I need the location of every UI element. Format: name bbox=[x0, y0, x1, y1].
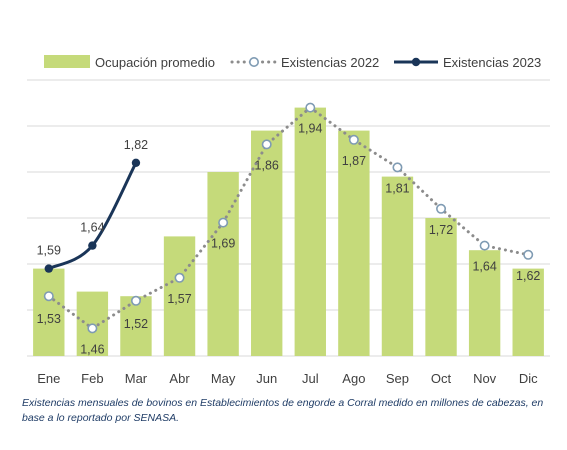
legend-swatch-ocupacion bbox=[44, 55, 90, 68]
point-2022-ago bbox=[348, 134, 359, 145]
label-2023-ene: 1,59 bbox=[37, 244, 61, 258]
data-labels: 1,53 1,46 1,52 1,57 1,69 1,86 1,94 1,87 1,81 1,72… bbox=[37, 122, 541, 357]
point-2022-jul bbox=[305, 102, 316, 113]
bar-abr bbox=[163, 236, 196, 356]
label-2022-oct: 1,72 bbox=[429, 223, 453, 237]
label-2022-jun: 1,86 bbox=[255, 158, 279, 172]
legend-label-2023: Existencias 2023 bbox=[443, 55, 541, 70]
bar-may bbox=[207, 172, 239, 356]
label-2023-feb: 1,64 bbox=[80, 221, 104, 235]
x-tick-ene: Ene bbox=[37, 371, 60, 386]
label-2022-abr: 1,57 bbox=[167, 292, 191, 306]
point-2023-feb bbox=[88, 241, 97, 250]
label-2022-sep: 1,81 bbox=[385, 181, 409, 195]
point-2022-nov bbox=[479, 240, 490, 251]
x-tick-mar: Mar bbox=[125, 371, 148, 386]
point-2023-mar bbox=[131, 158, 141, 167]
chart-caption: Existencias mensuales de bovinos en Esta… bbox=[22, 397, 544, 424]
point-2022-sep bbox=[392, 162, 403, 173]
point-2022-jun bbox=[261, 139, 272, 150]
bar-ene bbox=[33, 268, 65, 356]
bar-mar bbox=[120, 296, 152, 356]
point-2022-ene bbox=[43, 291, 54, 302]
label-2022-may: 1,69 bbox=[211, 237, 235, 251]
bar-dic bbox=[512, 268, 544, 356]
x-tick-ago: Ago bbox=[342, 371, 365, 386]
point-2022-feb bbox=[87, 323, 98, 334]
bars bbox=[33, 107, 544, 356]
legend-marker-2022 bbox=[249, 56, 260, 67]
point-2022-abr bbox=[174, 272, 185, 283]
legend-label-ocupacion: Ocupación promedio bbox=[95, 55, 215, 70]
point-2023-ene bbox=[44, 264, 53, 273]
bar-nov bbox=[468, 250, 501, 356]
point-2022-mar bbox=[130, 295, 141, 306]
x-tick-jun: Jun bbox=[256, 371, 277, 386]
label-2022-dic: 1,62 bbox=[516, 269, 540, 283]
bar-oct bbox=[425, 218, 457, 356]
line-existencias-2022 bbox=[47, 105, 530, 331]
line-existencias-2023 bbox=[48, 162, 138, 270]
x-tick-feb: Feb bbox=[81, 371, 103, 386]
legend-label-2022: Existencias 2022 bbox=[281, 55, 379, 70]
point-2022-dic bbox=[523, 249, 534, 260]
x-tick-oct: Oct bbox=[431, 371, 452, 386]
legend-marker-2023 bbox=[411, 57, 421, 67]
x-tick-may: May bbox=[211, 371, 236, 386]
gridlines bbox=[27, 79, 550, 357]
x-axis-ticks: Ene Feb Mar Abr May Jun Jul Ago Sep Oct Nov Dic bbox=[37, 371, 538, 386]
bar-sep bbox=[381, 176, 414, 356]
label-2022-mar: 1,52 bbox=[124, 317, 148, 331]
x-tick-abr: Abr bbox=[169, 371, 190, 386]
label-2023-mar: 1,82 bbox=[124, 138, 148, 152]
point-2022-may bbox=[218, 217, 229, 228]
label-2022-feb: 1,46 bbox=[80, 342, 104, 356]
bar-jul bbox=[294, 107, 326, 356]
label-2022-ago: 1,87 bbox=[342, 154, 366, 168]
legend: Ocupación promedio Existencias 2022 Existe… bbox=[44, 55, 541, 70]
label-2022-jul: 1,94 bbox=[298, 122, 322, 136]
label-2022-ene: 1,53 bbox=[37, 312, 61, 326]
point-2022-oct bbox=[436, 203, 447, 214]
chart: Ocupación promedio Existencias 2022 Existe… bbox=[27, 55, 550, 386]
x-tick-jul: Jul bbox=[302, 371, 319, 386]
bar-jun bbox=[251, 130, 283, 356]
x-tick-sep: Sep bbox=[386, 371, 409, 386]
lines bbox=[43, 102, 534, 334]
x-tick-dic: Dic bbox=[519, 371, 538, 386]
label-2022-nov: 1,64 bbox=[472, 260, 496, 274]
x-tick-nov: Nov bbox=[473, 371, 497, 386]
bar-ago bbox=[338, 130, 370, 356]
